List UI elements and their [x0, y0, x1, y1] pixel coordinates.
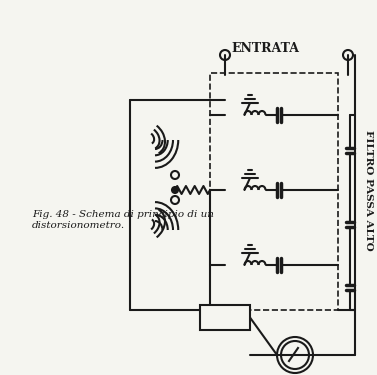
- Text: FILTRO PASSA ALTO: FILTRO PASSA ALTO: [363, 130, 372, 251]
- Text: AMPL.: AMPL.: [207, 313, 243, 322]
- Text: ENTRATA: ENTRATA: [231, 42, 299, 54]
- Circle shape: [172, 187, 178, 193]
- Text: Fig. 48 - Schema di principio di un
distorsionometro.: Fig. 48 - Schema di principio di un dist…: [32, 210, 214, 230]
- Bar: [210, 73, 338, 310]
- Bar: [200, 305, 250, 330]
